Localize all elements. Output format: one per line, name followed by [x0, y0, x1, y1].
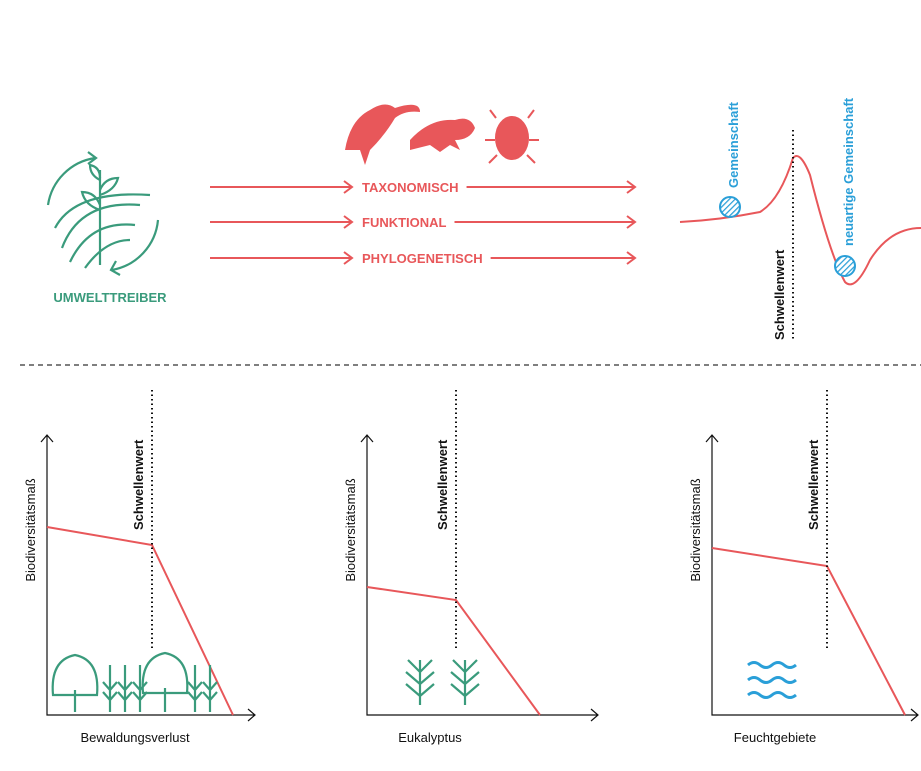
eucalyptus-icon [406, 660, 479, 705]
sapling [118, 665, 132, 712]
x-axis-label: Eukalyptus [398, 730, 462, 745]
tree [53, 655, 98, 712]
y-axis-label: Biodiversitätsmaß [23, 478, 38, 581]
tree [143, 653, 188, 712]
arrow [491, 252, 635, 264]
sapling [188, 665, 202, 712]
wave [748, 678, 796, 683]
trend-line [367, 587, 540, 715]
animal-icons [345, 104, 539, 165]
axes [361, 435, 598, 721]
wave [748, 693, 796, 698]
x-axis-label: Bewaldungsverlust [80, 730, 190, 745]
community-marker [720, 197, 740, 217]
community-label: Gemeinschaft [726, 101, 741, 188]
plant [406, 660, 434, 705]
forest-icon [53, 653, 217, 712]
arrow [210, 181, 352, 193]
page: UMWELTTREIBER Gemeinschaft neuartige Gem… [0, 0, 921, 771]
driver-label: UMWELTTREIBER [53, 290, 167, 305]
dimension-label: TAXONOMISCH [362, 180, 459, 195]
threshold-label: Schwellenwert [772, 249, 787, 340]
plant [451, 660, 479, 705]
threshold-label: Schwellenwert [806, 439, 821, 530]
arrow [455, 216, 636, 228]
novel-community-marker [835, 256, 855, 276]
arrow [210, 216, 352, 228]
sapling [203, 665, 217, 712]
axes [41, 435, 255, 721]
y-axis-label: Biodiversitätsmaß [688, 478, 703, 581]
novel-community-label: neuartige Gemeinschaft [841, 97, 856, 246]
dimension-label: PHYLOGENETISCH [362, 251, 483, 266]
driver-icon [48, 152, 158, 275]
arrow [467, 181, 635, 193]
trend-line [712, 548, 905, 715]
wave [748, 663, 796, 668]
sapling [103, 665, 117, 712]
threshold-label: Schwellenwert [435, 439, 450, 530]
panels: Schwellenwert Biodiversitätsmaß Bewaldungs… [23, 390, 918, 745]
water-icon [748, 663, 796, 698]
landscape-curve [680, 156, 921, 284]
arrow [210, 252, 352, 264]
dimension-label: FUNKTIONAL [362, 215, 447, 230]
y-axis-label: Biodiversitätsmaß [343, 478, 358, 581]
x-axis-label: Feuchtgebiete [734, 730, 816, 745]
threshold-label: Schwellenwert [131, 439, 146, 530]
